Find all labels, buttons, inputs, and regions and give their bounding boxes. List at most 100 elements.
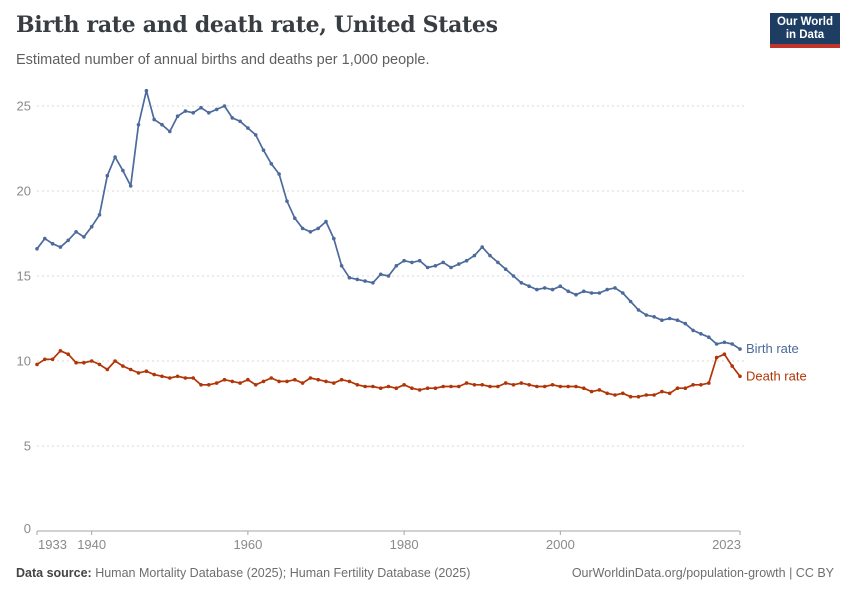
- death-rate-point[interactable]: [113, 359, 117, 363]
- birth-rate-point[interactable]: [691, 328, 695, 333]
- death-rate-point[interactable]: [74, 360, 78, 365]
- birth-rate-point[interactable]: [582, 289, 586, 294]
- death-rate-point[interactable]: [293, 377, 297, 382]
- birth-rate-point[interactable]: [332, 236, 336, 241]
- birth-rate-point[interactable]: [464, 258, 469, 263]
- death-rate-point[interactable]: [667, 391, 672, 396]
- birth-rate-point[interactable]: [58, 245, 63, 249]
- birth-rate-point[interactable]: [386, 274, 391, 278]
- birth-rate-point[interactable]: [542, 286, 547, 290]
- birth-rate-point[interactable]: [496, 260, 500, 265]
- death-rate-line[interactable]: [36, 349, 741, 398]
- death-rate-point[interactable]: [496, 384, 500, 389]
- death-rate-point[interactable]: [472, 383, 477, 387]
- birth-rate-point[interactable]: [105, 173, 110, 178]
- birth-rate-point[interactable]: [316, 226, 321, 231]
- death-rate-point[interactable]: [152, 372, 156, 377]
- birth-rate-point[interactable]: [269, 162, 274, 166]
- death-rate-point[interactable]: [386, 384, 391, 389]
- death-rate-point[interactable]: [121, 364, 125, 368]
- death-rate-point[interactable]: [613, 393, 617, 397]
- death-rate-point[interactable]: [675, 386, 680, 391]
- birth-rate-point[interactable]: [535, 287, 539, 292]
- birth-rate-point[interactable]: [417, 258, 422, 263]
- death-rate-point[interactable]: [449, 384, 453, 389]
- death-rate-point[interactable]: [58, 349, 63, 353]
- birth-rate-point[interactable]: [324, 219, 328, 224]
- death-rate-point[interactable]: [160, 374, 164, 379]
- death-rate-point[interactable]: [527, 383, 531, 387]
- birth-rate-point[interactable]: [457, 262, 461, 266]
- death-rate-point[interactable]: [238, 381, 242, 385]
- birth-rate-point[interactable]: [285, 199, 289, 203]
- death-rate-point[interactable]: [441, 384, 446, 389]
- death-rate-point[interactable]: [308, 376, 313, 380]
- death-rate-point[interactable]: [574, 384, 578, 389]
- birth-rate-point[interactable]: [347, 275, 352, 280]
- death-rate-point[interactable]: [105, 367, 110, 372]
- birth-rate-point[interactable]: [230, 116, 235, 120]
- death-rate-point[interactable]: [253, 383, 258, 387]
- death-rate-point[interactable]: [550, 383, 555, 387]
- birth-rate-point[interactable]: [527, 284, 531, 288]
- death-rate-point[interactable]: [425, 386, 430, 391]
- death-rate-point[interactable]: [566, 384, 570, 389]
- death-rate-point[interactable]: [97, 362, 102, 367]
- death-rate-point[interactable]: [191, 376, 195, 380]
- death-rate-point[interactable]: [285, 379, 289, 384]
- death-rate-point[interactable]: [144, 369, 149, 374]
- death-rate-point[interactable]: [230, 379, 235, 384]
- birth-rate-point[interactable]: [519, 281, 524, 285]
- birth-rate-point[interactable]: [402, 258, 406, 263]
- birth-rate-point[interactable]: [410, 260, 414, 265]
- death-rate-point[interactable]: [433, 386, 438, 391]
- death-rate-point[interactable]: [488, 384, 492, 389]
- birth-rate-point[interactable]: [480, 245, 485, 249]
- death-rate-point[interactable]: [207, 383, 211, 387]
- death-rate-point[interactable]: [300, 381, 305, 385]
- birth-rate-point[interactable]: [574, 292, 578, 297]
- death-rate-point[interactable]: [246, 377, 250, 382]
- birth-rate-point[interactable]: [675, 318, 680, 322]
- birth-rate-point[interactable]: [371, 281, 375, 285]
- birth-rate-point[interactable]: [558, 284, 563, 288]
- death-rate-point[interactable]: [535, 384, 539, 389]
- birth-rate-point[interactable]: [121, 168, 125, 173]
- death-rate-point[interactable]: [50, 357, 55, 362]
- birth-rate-point[interactable]: [652, 315, 656, 319]
- birth-rate-point[interactable]: [136, 122, 141, 127]
- birth-rate-point[interactable]: [238, 119, 242, 124]
- death-rate-point[interactable]: [43, 357, 47, 362]
- death-rate-point[interactable]: [597, 388, 602, 392]
- birth-rate-point[interactable]: [191, 111, 195, 115]
- birth-rate-point[interactable]: [636, 308, 641, 312]
- death-rate-point[interactable]: [402, 383, 406, 387]
- death-rate-point[interactable]: [394, 386, 399, 391]
- birth-rate-point[interactable]: [222, 104, 227, 108]
- death-rate-point[interactable]: [457, 384, 461, 389]
- birth-rate-point[interactable]: [683, 321, 688, 326]
- death-rate-point[interactable]: [511, 383, 516, 387]
- birth-rate-point[interactable]: [74, 230, 78, 234]
- birth-rate-point[interactable]: [66, 238, 70, 243]
- death-rate-point[interactable]: [652, 393, 656, 397]
- death-rate-point[interactable]: [347, 379, 352, 384]
- birth-rate-point[interactable]: [621, 291, 625, 295]
- death-rate-point[interactable]: [175, 374, 180, 379]
- birth-rate-point[interactable]: [441, 260, 446, 265]
- birth-rate-point[interactable]: [660, 318, 664, 322]
- birth-rate-point[interactable]: [363, 279, 367, 283]
- birth-rate-point[interactable]: [597, 291, 602, 295]
- birth-rate-line[interactable]: [36, 89, 741, 350]
- birth-rate-point[interactable]: [378, 272, 383, 277]
- birth-rate-point[interactable]: [355, 277, 360, 282]
- death-rate-point[interactable]: [378, 386, 383, 391]
- death-rate-point[interactable]: [410, 386, 414, 391]
- birth-rate-point[interactable]: [152, 117, 156, 122]
- birth-rate-point[interactable]: [394, 264, 399, 268]
- birth-rate-point[interactable]: [503, 267, 508, 271]
- birth-rate-point[interactable]: [433, 264, 438, 268]
- birth-rate-point[interactable]: [738, 347, 742, 351]
- birth-rate-point[interactable]: [175, 114, 180, 118]
- birth-rate-point[interactable]: [550, 287, 555, 292]
